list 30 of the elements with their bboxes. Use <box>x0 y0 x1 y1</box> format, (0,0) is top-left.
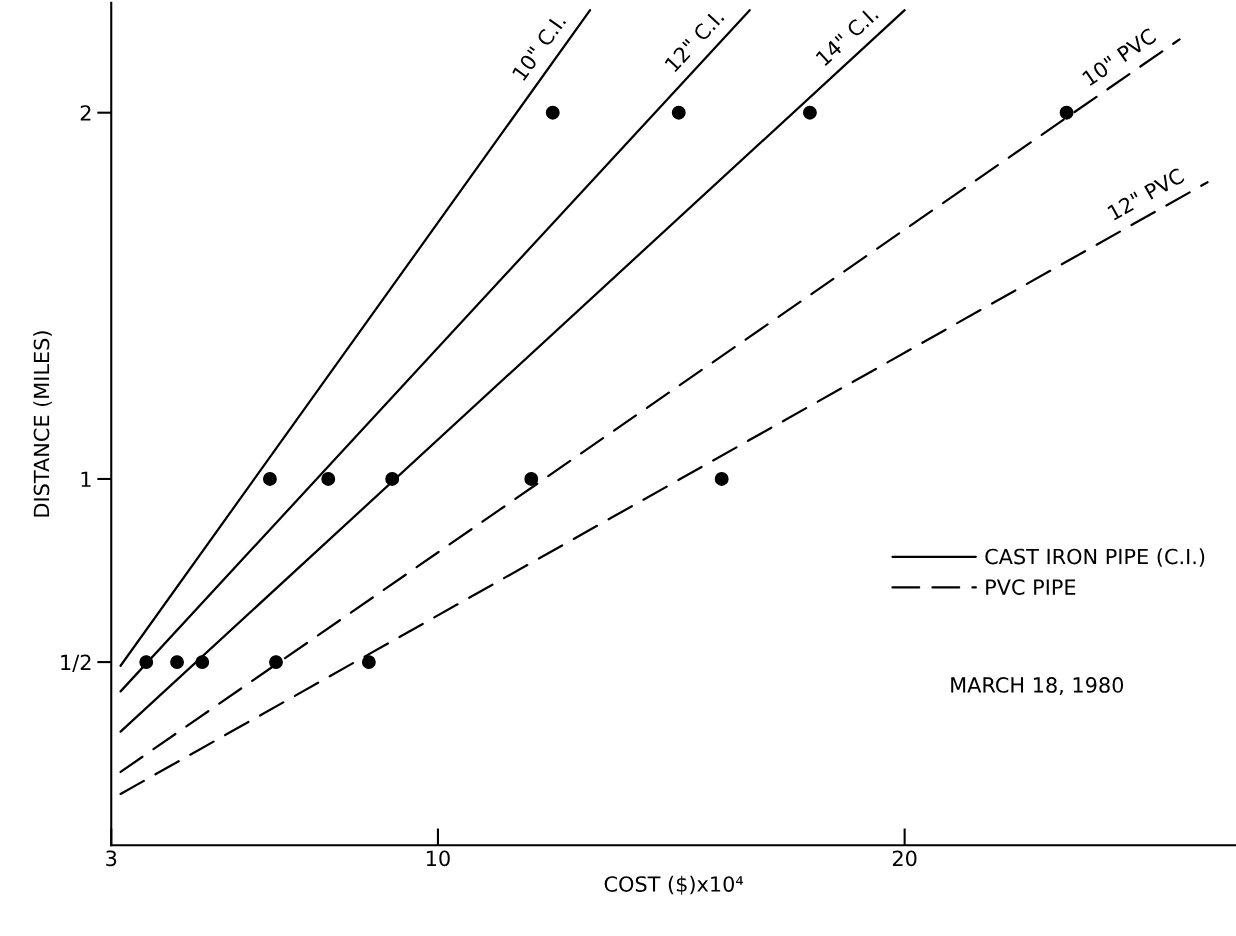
point <box>321 472 336 486</box>
point <box>802 105 817 120</box>
legend-label: PVC PIPE <box>986 579 1076 595</box>
annotation: 12" C.I. <box>664 8 725 73</box>
x-tick-label: 10 <box>426 850 450 867</box>
point <box>1059 105 1074 120</box>
y-axis-title: DISTANCE (MILES) <box>33 331 52 517</box>
annotation: 12" PVC <box>1106 167 1185 221</box>
point <box>170 655 184 670</box>
point <box>671 105 686 120</box>
y-tick-label: 1 <box>81 471 91 487</box>
point <box>139 655 154 670</box>
x-tick-label: 20 <box>892 850 917 867</box>
point <box>545 105 560 120</box>
point <box>195 655 210 670</box>
y-tick-label: 1/2 <box>61 654 91 672</box>
x-axis-title: COST ($)x10⁴ <box>604 875 744 895</box>
y-tick-label: 2 <box>80 105 91 121</box>
point <box>269 655 283 670</box>
point <box>714 472 729 486</box>
legend-label: CAST IRON PIPE (C.I.) <box>985 548 1205 567</box>
annotation: 10" C.I. <box>511 13 567 82</box>
annotation: MARCH 18, 1980 <box>951 677 1124 695</box>
point <box>524 472 539 486</box>
annotation: 14" C.I. <box>815 5 879 67</box>
point <box>361 655 376 670</box>
annotation: 10" PVC <box>1081 27 1157 87</box>
point <box>385 472 400 486</box>
x-tick-label: 3 <box>106 850 117 867</box>
point <box>262 472 277 486</box>
